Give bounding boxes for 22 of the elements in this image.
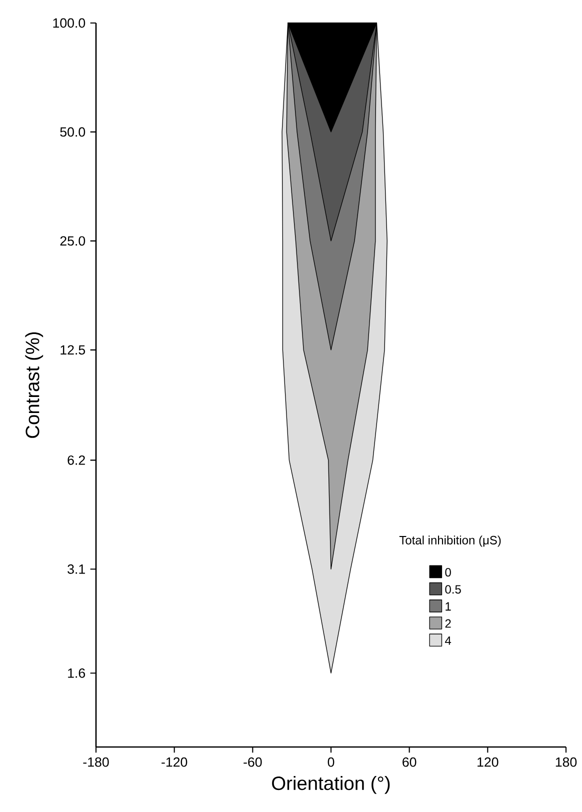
legend-label: 2 xyxy=(445,619,451,628)
x-tick-label: 0 xyxy=(328,757,334,767)
y-tick-label: 25.0 xyxy=(60,236,86,246)
y-axis-title: Contrast (%) xyxy=(25,332,44,438)
y-tick-label: 3.1 xyxy=(68,564,85,574)
y-tick-label: 6.2 xyxy=(68,455,85,465)
y-tick-label: 100.0 xyxy=(53,18,86,28)
legend-title: Total inhibition (μS) xyxy=(399,536,501,547)
y-tick-label: 50.0 xyxy=(60,127,86,137)
x-tick-label: -180 xyxy=(83,757,109,767)
y-tick-label: 1.6 xyxy=(68,668,86,678)
x-axis-title: Orientation (°) xyxy=(272,776,390,794)
legend-label: 4 xyxy=(445,636,452,645)
x-tick-label: 180 xyxy=(556,757,577,767)
x-tick-label: -60 xyxy=(244,757,262,767)
x-tick-label: -120 xyxy=(162,757,188,767)
legend-label: 0.5 xyxy=(445,585,461,594)
y-tick-label: 12.5 xyxy=(60,345,86,355)
x-tick-label: 120 xyxy=(478,757,498,767)
legend-label: 1 xyxy=(446,602,451,611)
legend-label: 0 xyxy=(445,568,451,577)
x-tick-label: 60 xyxy=(402,757,416,767)
